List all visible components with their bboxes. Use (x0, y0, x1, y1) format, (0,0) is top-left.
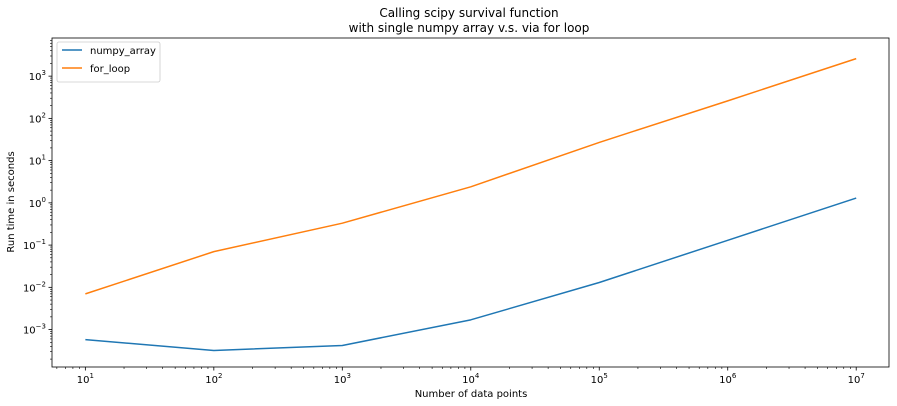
series-line-for-loop (85, 57, 857, 295)
y-axis-label: Run time in seconds (6, 151, 17, 252)
chart-title-line-1: Calling scipy survival function (379, 6, 558, 20)
y-axis-ticks: 10−3 10−2 10−1 100 101 102 103 (23, 69, 52, 337)
legend: numpy_array for_loop (56, 41, 161, 83)
x-tick-label: 106 (719, 372, 737, 386)
y-tick-label: 101 (29, 154, 46, 168)
y-tick-label: 102 (29, 111, 46, 125)
x-tick-label: 101 (77, 372, 94, 386)
plot-area-frame (51, 37, 890, 368)
x-axis-ticks: 101 102 103 104 105 106 107 (77, 367, 865, 386)
y-tick-label: 10−2 (23, 280, 46, 294)
x-tick-label: 103 (334, 372, 351, 386)
y-tick-label: 10−3 (23, 323, 46, 337)
y-tick-label: 103 (29, 69, 46, 83)
legend-box (56, 41, 161, 83)
x-tick-label: 105 (591, 372, 608, 386)
chart-title: Calling scipy survival function with sin… (349, 6, 590, 35)
x-tick-label: 104 (462, 372, 480, 386)
minor-ticks (50, 40, 851, 369)
x-tick-label: 107 (848, 372, 865, 386)
y-tick-label: 10−1 (23, 238, 46, 252)
y-tick-label: 100 (29, 196, 46, 210)
series-line-numpy-array (85, 197, 857, 352)
chart-title-line-2: with single numpy array v.s. via for loo… (349, 21, 590, 35)
x-axis-label: Number of data points (415, 389, 528, 400)
legend-label-for-loop: for_loop (90, 64, 130, 75)
x-tick-label: 102 (205, 372, 222, 386)
legend-label-numpy-array: numpy_array (90, 46, 156, 57)
series-lines (85, 57, 857, 352)
